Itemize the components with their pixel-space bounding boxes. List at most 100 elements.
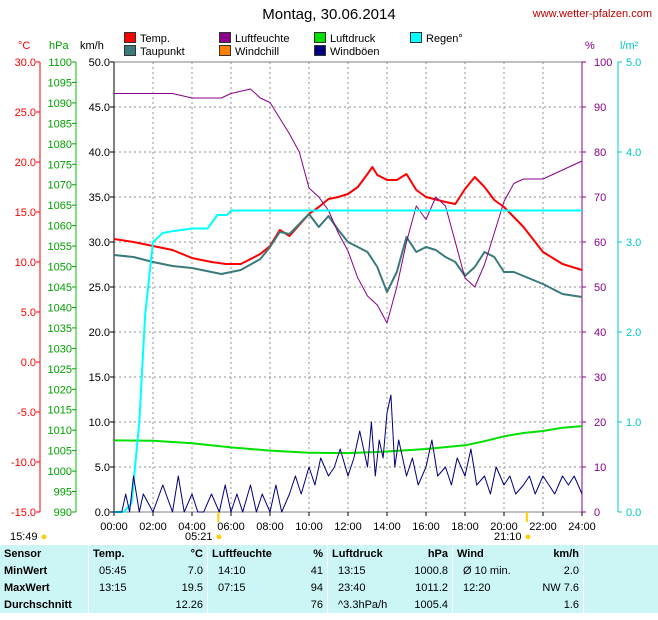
stats-header-pressure: Luftdruck bbox=[327, 545, 396, 562]
stats-humidity-value: 41 bbox=[310, 564, 323, 577]
stats-pressure-time: ^3.3hPa/h bbox=[327, 596, 396, 613]
legend-item-dewpoint: Taupunkt bbox=[124, 45, 185, 58]
x-axis-tick-label: 22:00 bbox=[529, 521, 557, 533]
stats-header-humidity: Luftfeuchte bbox=[207, 545, 281, 562]
stats-wind-label bbox=[452, 596, 521, 613]
temp-axis-tick-label: 5.0 bbox=[21, 307, 36, 319]
stats-spacer bbox=[583, 596, 658, 613]
stats-row-min: MinWert 05:45 7.0 14:10 41 13:15 1000.8 … bbox=[0, 562, 658, 579]
stats-row-avg: Durchschnitt 12.26 76 ^3.3hPa/h 1005.4 1… bbox=[0, 596, 658, 613]
stats-wind-label: Ø 10 min. bbox=[452, 562, 521, 579]
humidity-axis-tick-label: 90 bbox=[594, 102, 606, 114]
x-axis-tick-label: 12:00 bbox=[334, 521, 362, 533]
x-axis-tick-label: 20:00 bbox=[490, 521, 518, 533]
series-luftdruck-line bbox=[113, 425, 583, 455]
stats-pressure-value: 1005.4 bbox=[414, 598, 448, 611]
x-axis-tick-label: 02:00 bbox=[139, 521, 167, 533]
stats-humidity-time: 07:15 bbox=[207, 579, 281, 596]
legend-label-humidity: Luftfeuchte bbox=[235, 33, 290, 45]
stats-spacer bbox=[583, 579, 658, 596]
temp-axis-tick-label: 25.0 bbox=[15, 107, 36, 119]
wind-axis-tick-label: 50.0 bbox=[89, 57, 110, 69]
sunrise-value: 05:21 bbox=[185, 531, 213, 543]
stats-pressure-time: 23:40 bbox=[327, 579, 396, 596]
x-axis-tick-label: 16:00 bbox=[412, 521, 440, 533]
stats-header-temp: Temp. bbox=[88, 545, 157, 562]
stats-row-label: Durchschnitt bbox=[4, 598, 72, 611]
pressure-axis-tick-label: 1015 bbox=[48, 405, 72, 417]
unit-temp: °C bbox=[18, 40, 31, 52]
stats-header-wind-unit: km/h bbox=[553, 547, 579, 560]
series-regen-line bbox=[114, 209, 582, 513]
x-axis-tick-label: 08:00 bbox=[256, 521, 284, 533]
legend-swatch-dewpoint bbox=[124, 45, 136, 56]
legend-label-rain: Regen° bbox=[426, 33, 463, 45]
humidity-axis-tick-label: 0 bbox=[594, 507, 600, 519]
legend-swatch-temp bbox=[124, 32, 136, 43]
rain-axis-tick-label: 2.0 bbox=[626, 327, 641, 339]
series-taupunkt-line bbox=[113, 213, 583, 298]
humidity-axis-tick-label: 30 bbox=[594, 372, 606, 384]
pressure-axis-tick-label: 1030 bbox=[48, 343, 72, 355]
pressure-axis-tick-label: 1090 bbox=[48, 98, 72, 110]
rain-axis-tick-label: 5.0 bbox=[626, 57, 641, 69]
sunset-label: 21:10 ● bbox=[494, 531, 531, 543]
stats-temp-time: 13:15 bbox=[88, 579, 157, 596]
stats-pressure-time: 13:15 bbox=[327, 562, 396, 579]
rain-axis-tick-label: 1.0 bbox=[626, 417, 641, 429]
temp-axis-tick-label: 10.0 bbox=[15, 257, 36, 269]
sunrise-label: 05:21 ● bbox=[185, 531, 222, 543]
temp-axis-tick-label: -10.0 bbox=[11, 457, 36, 469]
wind-axis-tick-label: 25.0 bbox=[89, 282, 110, 294]
legend-item-gusts: Windböen bbox=[314, 45, 380, 58]
unit-wind: km/h bbox=[80, 40, 104, 52]
wind-axis-tick-label: 0.0 bbox=[95, 507, 110, 519]
stats-temp-time: 05:45 bbox=[88, 562, 157, 579]
stats-temp-time bbox=[88, 596, 157, 613]
legend-label-pressure: Luftdruck bbox=[330, 33, 376, 45]
humidity-axis-tick-label: 80 bbox=[594, 147, 606, 159]
legend-item-temp: Temp. bbox=[124, 32, 170, 45]
stats-row-max: MaxWert 13:15 19.5 07:15 94 23:40 1011.2… bbox=[0, 579, 658, 596]
series-windb-en-line bbox=[114, 394, 583, 513]
series-temp-line bbox=[113, 166, 583, 271]
time-left-label: 15:49 ● bbox=[10, 531, 47, 543]
chart-title: Montag, 30.06.2014 bbox=[262, 6, 396, 23]
rain-axis-tick-label: 0.0 bbox=[626, 507, 641, 519]
sunset-value: 21:10 bbox=[494, 531, 522, 543]
wind-axis-tick-label: 35.0 bbox=[89, 192, 110, 204]
humidity-axis-tick-label: 60 bbox=[594, 237, 606, 249]
stats-temp-value: 12.26 bbox=[175, 598, 203, 611]
unit-humidity: % bbox=[585, 40, 595, 52]
x-axis-tick-label: 24:00 bbox=[568, 521, 596, 533]
legend-label-windchill: Windchill bbox=[235, 46, 280, 58]
pressure-axis-tick-label: 1045 bbox=[48, 282, 72, 294]
pressure-axis-tick-label: 1075 bbox=[48, 159, 72, 171]
pressure-axis-tick-label: 1000 bbox=[48, 466, 72, 478]
stats-temp-value: 19.5 bbox=[181, 581, 203, 594]
site-link[interactable]: www.wetter-pfalzen.com bbox=[532, 8, 652, 20]
unit-pressure: hPa bbox=[49, 40, 69, 52]
humidity-axis-tick-label: 50 bbox=[594, 282, 606, 294]
x-axis-tick-label: 10:00 bbox=[295, 521, 323, 533]
stats-humidity-time: 14:10 bbox=[207, 562, 281, 579]
wind-axis-tick-label: 5.0 bbox=[95, 462, 110, 474]
stats-header-humidity-unit: % bbox=[313, 547, 323, 560]
wind-axis-tick-label: 10.0 bbox=[89, 417, 110, 429]
legend-label-dewpoint: Taupunkt bbox=[140, 46, 185, 58]
x-axis-tick-label: 18:00 bbox=[451, 521, 479, 533]
stats-row-label: MinWert bbox=[4, 564, 48, 577]
legend-item-pressure: Luftdruck bbox=[314, 32, 375, 45]
stats-wind-value: 2.0 bbox=[563, 564, 579, 577]
sunset-icon: ● bbox=[524, 531, 532, 543]
stats-header-spacer bbox=[583, 545, 658, 562]
temp-axis-tick-label: 15.0 bbox=[15, 207, 36, 219]
x-axis-tick-label: 04:00 bbox=[178, 521, 206, 533]
humidity-axis-tick-label: 10 bbox=[594, 462, 606, 474]
pressure-axis-tick-label: 1010 bbox=[48, 425, 72, 437]
pressure-axis-tick-label: 1035 bbox=[48, 323, 72, 335]
stats-wind-label: 12:20 bbox=[452, 579, 521, 596]
wind-axis-tick-label: 15.0 bbox=[89, 372, 110, 384]
wind-axis-tick-label: 40.0 bbox=[89, 147, 110, 159]
stats-humidity-value: 94 bbox=[310, 581, 323, 594]
